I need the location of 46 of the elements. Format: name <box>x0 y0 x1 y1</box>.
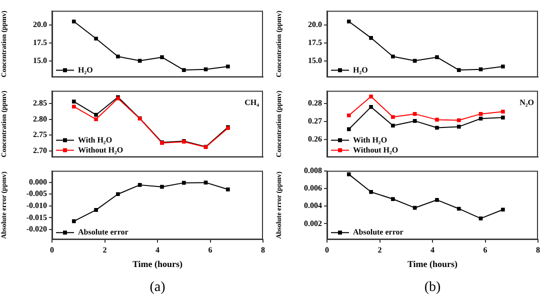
text: (a) <box>150 280 166 295</box>
legend-label: Absolute error <box>353 228 404 237</box>
y-tick-label: 2.80 <box>33 114 47 124</box>
x-tick-label: 2 <box>378 245 382 254</box>
y-tick-label: 17.5 <box>308 38 322 47</box>
y-tick-label: -0.020 <box>26 224 47 234</box>
y-tick-label: 2.85 <box>33 98 47 108</box>
y-tick-label: 20.0 <box>308 20 322 30</box>
y-tick-label: 17.5 <box>33 38 47 47</box>
y-tick-label: -0.015 <box>26 212 47 222</box>
x-tick-label: 8 <box>261 245 265 254</box>
annotation: CH₄ <box>244 98 260 107</box>
y-tick-label: 15.0 <box>33 56 47 65</box>
x-tick-label: 6 <box>483 245 488 254</box>
annotation: N₂O <box>520 98 534 107</box>
x-tick-label: 6 <box>208 245 212 254</box>
x-tick-label: 2 <box>102 245 107 254</box>
x-tick-label: 0 <box>325 245 329 254</box>
x-tick-label: 4 <box>430 245 434 254</box>
x-tick-label: 4 <box>156 245 160 254</box>
legend-label: With H₂O <box>78 135 112 144</box>
text: (b) <box>424 280 441 295</box>
x-axis-title: Time (hours) <box>407 258 458 269</box>
x-axis-title: Time (hours) <box>132 258 183 269</box>
legend-label: Without H₂O <box>353 145 398 154</box>
y-tick-label: 0.008 <box>304 166 322 175</box>
y-tick-label: 0.004 <box>304 201 322 210</box>
y-tick-label: -0.010 <box>26 200 47 210</box>
y-tick-label: 0.27 <box>308 116 322 126</box>
legend-label: H₂O <box>353 65 368 74</box>
legend-label: Without H₂O <box>78 145 124 154</box>
legend-label: With H₂O <box>353 135 388 144</box>
legend-label: H₂O <box>78 65 93 74</box>
y-tick-label: 2.70 <box>33 146 47 155</box>
legend-label: Absolute error <box>78 228 129 237</box>
y-tick-label: 0.006 <box>304 184 322 193</box>
x-tick-label: 0 <box>50 245 54 254</box>
y-tick-label: 0.002 <box>304 218 322 228</box>
y-tick-label: 0.000 <box>29 177 47 186</box>
y-tick-label: -0.005 <box>26 189 47 198</box>
y-tick-label: 0.26 <box>308 134 322 144</box>
y-tick-label: 15.0 <box>308 56 322 65</box>
y-tick-label: 20.0 <box>33 20 47 30</box>
x-tick-label: 8 <box>536 245 540 254</box>
y-tick-label: 0.28 <box>308 98 322 108</box>
y-tick-label: 2.75 <box>33 130 47 140</box>
